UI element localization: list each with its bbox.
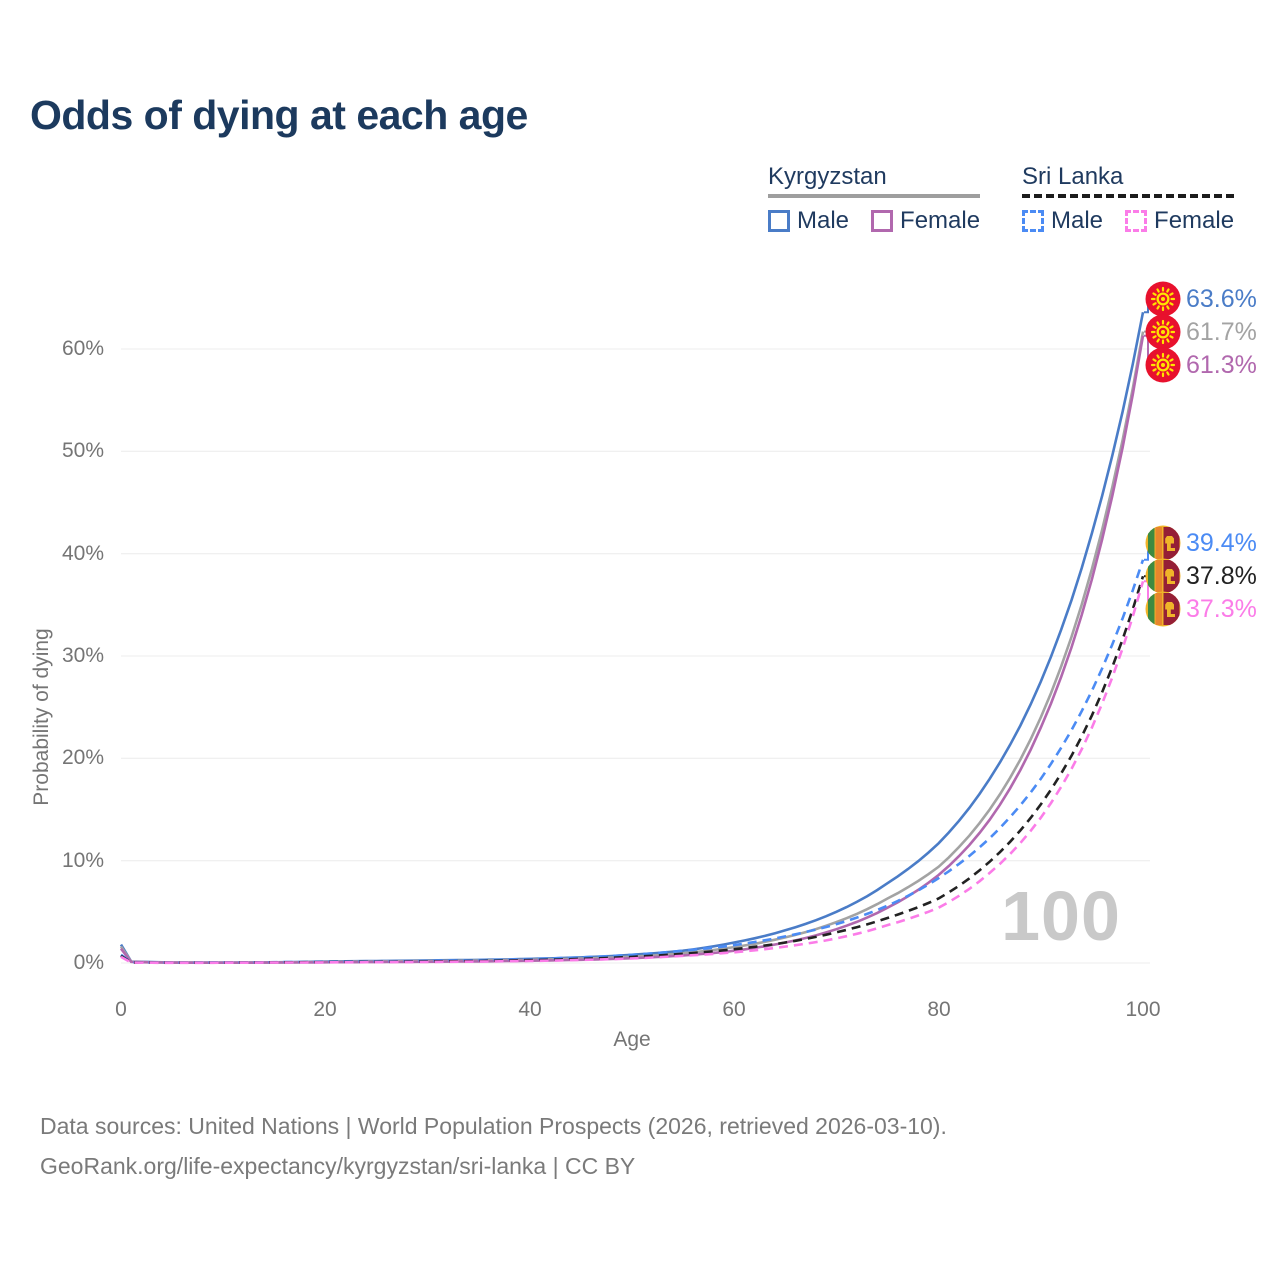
x-tick-label-60: 60 — [722, 998, 746, 1021]
legend-group-title-sri-lanka: Sri Lanka — [1022, 163, 1124, 190]
x-tick-label-20: 20 — [313, 998, 337, 1021]
x-tick-label-100: 100 — [1125, 998, 1161, 1021]
legend-group-kyrgyzstan: Kyrgyzstan Male Female — [768, 163, 981, 235]
legend-item-label: Female — [1154, 207, 1235, 234]
sri-lanka-female-swatch-icon — [1125, 210, 1148, 232]
end-value-label-sri-lanka-female: 37.3% — [1186, 595, 1257, 623]
end-value-label-sri-lanka-average: 37.8% — [1186, 562, 1257, 590]
y-tick-label-20pct: 20% — [61, 746, 104, 769]
sri-lanka-flag-icon — [1145, 558, 1181, 594]
x-tick-label-40: 40 — [518, 998, 542, 1021]
legend-item-kyrgyzstan-male: Male — [768, 207, 849, 235]
legend-item-sri-lanka-female: Female — [1125, 207, 1234, 235]
y-tick-label-10pct: 10% — [61, 849, 104, 872]
legend-group-title-kyrgyzstan: Kyrgyzstan — [768, 163, 887, 190]
kyrgyzstan-flag-icon — [1145, 281, 1181, 317]
x-axis-title: Age — [613, 1028, 651, 1051]
y-tick-label-50pct: 50% — [61, 439, 104, 462]
series-line-kyrgyzstan-female — [119, 335, 1145, 964]
sri-lanka-male-swatch-icon — [1022, 210, 1044, 232]
y-tick-label-0pct: 0% — [73, 951, 104, 974]
legend-items-kyrgyzstan: Male Female — [768, 207, 980, 235]
age-cursor-watermark: 100 — [1001, 877, 1121, 955]
x-tick-label-80: 80 — [927, 998, 951, 1021]
x-tick-label-0: 0 — [115, 998, 127, 1021]
kyrgyzstan-female-swatch-icon — [871, 210, 894, 232]
kyrgyzstan-solid-line-swatch — [768, 194, 981, 198]
y-axis-title: Probability of dying — [30, 628, 53, 806]
series-line-kyrgyzstan-average — [119, 331, 1145, 964]
legend-item-label: Male — [797, 207, 850, 234]
footer-data-sources: Data sources: United Nations | World Pop… — [40, 1113, 947, 1139]
sri-lanka-dashed-line-swatch — [1022, 194, 1235, 198]
footer: Data sources: United Nations | World Pop… — [40, 1106, 947, 1186]
series-line-sri-lanka-male — [120, 559, 1145, 964]
kyrgyzstan-flag-icon — [1145, 347, 1181, 383]
series-line-sri-lanka-average — [120, 575, 1145, 964]
end-value-label-kyrgyzstan-female: 61.3% — [1186, 351, 1257, 379]
legend-item-label: Male — [1051, 207, 1104, 234]
sri-lanka-flag-icon — [1145, 591, 1181, 627]
kyrgyzstan-flag-icon — [1145, 314, 1181, 350]
series-line-sri-lanka-female — [120, 580, 1145, 965]
page-title: Odds of dying at each age — [30, 92, 528, 138]
legend-item-kyrgyzstan-female: Female — [871, 207, 980, 235]
legend-group-sri-lanka: Sri Lanka Male Female — [1022, 163, 1235, 235]
footer-attribution: GeoRank.org/life-expectancy/kyrgyzstan/s… — [40, 1153, 636, 1179]
end-value-label-kyrgyzstan-male: 63.6% — [1186, 285, 1257, 313]
sri-lanka-flag-icon — [1145, 525, 1181, 561]
series-line-kyrgyzstan-male — [119, 311, 1145, 964]
legend-item-label: Female — [900, 207, 981, 234]
legend-item-sri-lanka-male: Male — [1022, 207, 1103, 235]
y-tick-label-30pct: 30% — [61, 644, 104, 667]
legend-items-sri-lanka: Male Female — [1022, 207, 1234, 235]
end-value-label-kyrgyzstan-average: 61.7% — [1186, 318, 1257, 346]
y-tick-label-60pct: 60% — [61, 337, 104, 360]
y-tick-label-40pct: 40% — [61, 542, 104, 565]
kyrgyzstan-male-swatch-icon — [768, 210, 790, 232]
end-value-label-sri-lanka-male: 39.4% — [1186, 529, 1257, 557]
